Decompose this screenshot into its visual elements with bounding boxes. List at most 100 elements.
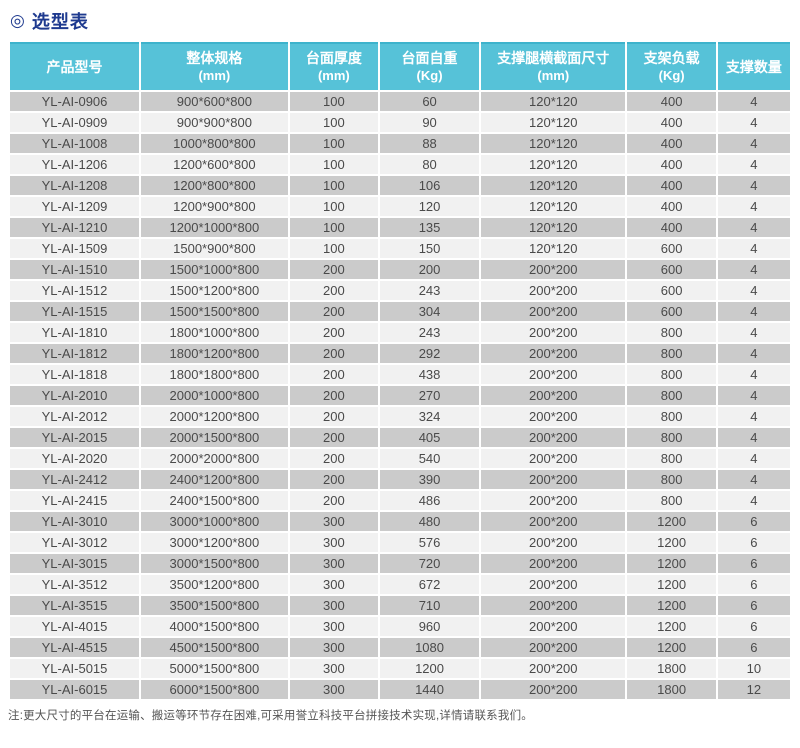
table-row: YL-AI-4515 4500*1500*800 300 1080 200*200 120… <box>10 638 790 657</box>
table-cell: 1200 <box>627 617 716 636</box>
table-cell: 300 <box>289 680 379 699</box>
table-cell: 200 <box>289 302 379 321</box>
table-cell: 1200*900*800 <box>141 197 288 216</box>
page-title: ◎ 选型表 <box>0 0 800 40</box>
table-cell: 1200*1000*800 <box>141 218 288 237</box>
table-cell: 540 <box>380 449 480 468</box>
table-row: YL-AI-4015 4000*1500*800 300 960 200*200 1200… <box>10 617 790 636</box>
column-header: 台面自重 (Kg) <box>380 42 480 90</box>
table-cell: YL-AI-1208 <box>10 176 140 195</box>
table-row: YL-AI-1510 1500*1000*800 200 200 200*200 600 4 <box>10 260 790 279</box>
column-header-label: 台面厚度 <box>305 50 362 67</box>
table-cell: 6 <box>717 533 790 552</box>
table-cell: 4 <box>717 281 790 300</box>
table-cell: YL-AI-2010 <box>10 386 140 405</box>
table-cell: 200*200 <box>481 659 626 678</box>
table-row: YL-AI-1206 1200*600*800 100 80 120*120 400 4 <box>10 155 790 174</box>
table-cell: 200 <box>289 470 379 489</box>
table-cell: 300 <box>289 575 379 594</box>
table-cell: 2000*1000*800 <box>141 386 288 405</box>
table-cell: 100 <box>289 239 379 258</box>
table-cell: YL-AI-1818 <box>10 365 140 384</box>
table-cell: YL-AI-2012 <box>10 407 140 426</box>
table-cell: 405 <box>380 428 480 447</box>
table-cell: 4 <box>717 428 790 447</box>
table-cell: 800 <box>627 344 716 363</box>
table-cell: 200 <box>289 428 379 447</box>
selection-table: 产品型号 整体规格 (mm) 台面厚度 (mm) 台面自重 (Kg) 支撑腿横截面尺寸 (mm)… <box>8 40 792 701</box>
table-cell: 200*200 <box>481 470 626 489</box>
table-cell: 3500*1500*800 <box>141 596 288 615</box>
table-header: 产品型号 整体规格 (mm) 台面厚度 (mm) 台面自重 (Kg) 支撑腿横截面尺寸 (mm)… <box>10 42 790 90</box>
table-cell: 1200 <box>627 575 716 594</box>
table-cell: 3000*1500*800 <box>141 554 288 573</box>
table-cell: 1200*600*800 <box>141 155 288 174</box>
table-cell: 2400*1200*800 <box>141 470 288 489</box>
table-cell: 1800*1000*800 <box>141 323 288 342</box>
table-cell: 200*200 <box>481 596 626 615</box>
table-cell: 200 <box>289 323 379 342</box>
table-cell: 710 <box>380 596 480 615</box>
table-cell: 300 <box>289 659 379 678</box>
table-cell: 200*200 <box>481 407 626 426</box>
table-cell: 135 <box>380 218 480 237</box>
column-header-unit: (Kg) <box>416 67 443 83</box>
table-cell: 2400*1500*800 <box>141 491 288 510</box>
table-cell: 4500*1500*800 <box>141 638 288 657</box>
table-cell: YL-AI-3012 <box>10 533 140 552</box>
table-cell: 1200 <box>627 512 716 531</box>
table-row: YL-AI-1512 1500*1200*800 200 243 200*200 600 4 <box>10 281 790 300</box>
table-cell: 300 <box>289 512 379 531</box>
table-cell: 200 <box>289 281 379 300</box>
table-cell: 6 <box>717 512 790 531</box>
table-row: YL-AI-1210 1200*1000*800 100 135 120*120 400 4 <box>10 218 790 237</box>
table-cell: 600 <box>627 281 716 300</box>
table-cell: 200 <box>289 386 379 405</box>
table-cell: 1080 <box>380 638 480 657</box>
table-cell: YL-AI-4015 <box>10 617 140 636</box>
table-cell: 300 <box>289 533 379 552</box>
table-cell: YL-AI-5015 <box>10 659 140 678</box>
table-cell: 390 <box>380 470 480 489</box>
table-cell: 100 <box>289 113 379 132</box>
table-cell: 4 <box>717 386 790 405</box>
table-cell: 400 <box>627 197 716 216</box>
table-cell: 800 <box>627 365 716 384</box>
table-cell: 6 <box>717 617 790 636</box>
table-cell: 400 <box>627 92 716 111</box>
table-cell: 120*120 <box>481 197 626 216</box>
table-body: YL-AI-0906 900*600*800 100 60 120*120 400 4 YL-… <box>10 92 790 699</box>
table-row: YL-AI-3512 3500*1200*800 300 672 200*200 1200… <box>10 575 790 594</box>
column-header-label: 支撑腿横截面尺寸 <box>497 50 610 67</box>
table-cell: YL-AI-1810 <box>10 323 140 342</box>
table-cell: 4 <box>717 449 790 468</box>
table-cell: YL-AI-3015 <box>10 554 140 573</box>
table-row: YL-AI-2412 2400*1200*800 200 390 200*200 800 4 <box>10 470 790 489</box>
table-cell: 4 <box>717 365 790 384</box>
table-cell: 200*200 <box>481 575 626 594</box>
table-cell: 1800 <box>627 659 716 678</box>
column-header-unit: (mm) <box>198 67 231 83</box>
table-row: YL-AI-2012 2000*1200*800 200 324 200*200 800 4 <box>10 407 790 426</box>
table-cell: 120*120 <box>481 218 626 237</box>
table-cell: YL-AI-4515 <box>10 638 140 657</box>
table-row: YL-AI-5015 5000*1500*800 300 1200 200*200 180… <box>10 659 790 678</box>
table-cell: 800 <box>627 407 716 426</box>
table-cell: 800 <box>627 323 716 342</box>
table-cell: YL-AI-1209 <box>10 197 140 216</box>
table-row: YL-AI-3515 3500*1500*800 300 710 200*200 1200… <box>10 596 790 615</box>
bullseye-icon: ◎ <box>10 11 26 30</box>
table-cell: 3000*1000*800 <box>141 512 288 531</box>
column-header-label: 支架负载 <box>643 50 700 67</box>
header-row: 产品型号 整体规格 (mm) 台面厚度 (mm) 台面自重 (Kg) 支撑腿横截面尺寸 (mm)… <box>10 42 790 90</box>
table-cell: 1500*900*800 <box>141 239 288 258</box>
table-cell: 100 <box>289 92 379 111</box>
table-cell: 200*200 <box>481 344 626 363</box>
table-cell: 1200 <box>627 554 716 573</box>
table-cell: 4 <box>717 218 790 237</box>
table-cell: YL-AI-3010 <box>10 512 140 531</box>
table-row: YL-AI-3015 3000*1500*800 300 720 200*200 1200… <box>10 554 790 573</box>
table-cell: 200*200 <box>481 533 626 552</box>
column-header: 支撑数量 <box>717 42 790 90</box>
